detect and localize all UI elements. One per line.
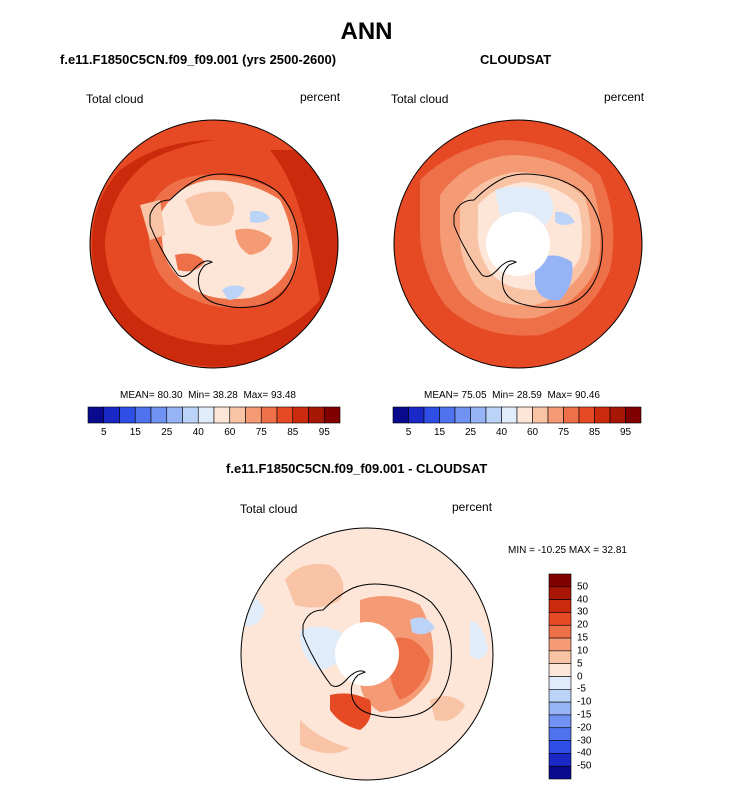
colorbar-tick-label: 25 xyxy=(161,427,173,438)
panel3-right-label: percent xyxy=(452,500,493,514)
antarctica-outline-3 xyxy=(302,583,452,718)
colorbar-tick-label: 85 xyxy=(287,427,299,438)
colorbar-tick-label: -30 xyxy=(577,735,592,747)
colorbar-tick-label: 50 xyxy=(577,581,589,593)
colorbar-swatch xyxy=(548,624,572,639)
colorbar-swatch xyxy=(548,573,572,588)
colorbar-swatch xyxy=(323,406,341,424)
colorbar-tick-label: 75 xyxy=(255,427,267,438)
colorbar-cloudsat-labels: 5 15 25 40 60 75 85 95 xyxy=(393,427,641,441)
colorbar-difference xyxy=(548,573,572,780)
panel3-left-label: Total cloud xyxy=(240,502,298,516)
colorbar-swatch xyxy=(548,689,572,703)
colorbar-tick-label: 0 xyxy=(577,671,583,682)
colorbar-tick-label: -10 xyxy=(577,696,592,708)
colorbar-tick-label: 85 xyxy=(588,427,601,438)
colorbar-swatch xyxy=(548,714,572,729)
colorbar-swatch xyxy=(548,663,572,677)
colorbar-swatch xyxy=(548,586,572,600)
colorbar-tick-label: -5 xyxy=(577,683,586,695)
main-title: ANN xyxy=(340,18,393,45)
colorbar-swatch xyxy=(548,765,572,780)
colorbar-swatch xyxy=(548,727,572,741)
antarctica-outline-2 xyxy=(453,173,603,308)
colorbar-swatch xyxy=(548,753,572,767)
colorbar-swatch xyxy=(548,650,572,664)
panel1-right-label: percent xyxy=(300,90,341,104)
colorbar-tick-label: -15 xyxy=(577,709,592,721)
panel1-left-label: Total cloud xyxy=(86,92,144,106)
colorbar-swatch xyxy=(625,406,642,424)
colorbar-cloudsat xyxy=(392,406,642,424)
colorbar-tick-label: 95 xyxy=(318,427,330,438)
colorbar-tick-label: 25 xyxy=(464,427,477,438)
colorbar-tick-label: 60 xyxy=(526,427,539,438)
colorbar-tick-label: 5 xyxy=(100,427,107,438)
colorbar-tick-label: 75 xyxy=(557,427,570,438)
colorbar-swatch xyxy=(548,637,572,652)
colorbar-swatch xyxy=(548,740,572,754)
colorbar-tick-label: 15 xyxy=(433,427,446,438)
colorbar-tick-label: 5 xyxy=(577,658,583,670)
antarctica-outline-1 xyxy=(149,173,299,308)
colorbar-tick-label: 15 xyxy=(129,427,141,438)
colorbar-tick-label: 20 xyxy=(577,619,589,631)
colorbar-tick-label: 40 xyxy=(495,427,508,438)
panel2-right-label: percent xyxy=(604,90,645,104)
colorbar-swatch xyxy=(548,701,572,716)
colorbar-tick-label: 5 xyxy=(405,427,412,438)
panel1-subtitle: f.e11.F1850C5CN.f09_f09.001 (yrs 2500-26… xyxy=(60,52,337,67)
panel1-stats: MEAN= 80.30 Min= 38.28 Max= 93.48 xyxy=(120,390,296,401)
colorbar-tick-label: 10 xyxy=(577,645,589,657)
colorbar-tick-label: 95 xyxy=(619,427,632,438)
panel2-subtitle: CLOUDSAT xyxy=(480,52,552,67)
colorbar-model xyxy=(87,406,341,424)
panel3-subtitle: f.e11.F1850C5CN.f09_f09.001 - CLOUDSAT xyxy=(226,461,488,476)
colorbar-tick-label: 60 xyxy=(224,427,236,438)
colorbar-tick-label: 30 xyxy=(577,606,589,618)
colorbar-swatch xyxy=(548,599,572,613)
panel2-stats: MEAN= 75.05 Min= 28.59 Max= 90.46 xyxy=(424,390,600,401)
colorbar-swatch xyxy=(548,676,572,690)
panel3-min-max: MIN = -10.25 MAX = 32.81 xyxy=(508,545,627,556)
colorbar-difference-labels: 50 40 30 20 15 10 5 0 -5 -10 -15 -20 -30 -40 -50 xyxy=(577,574,617,779)
colorbar-swatch xyxy=(548,612,572,626)
colorbar-model-labels: 5 15 25 40 60 75 85 95 xyxy=(88,427,340,441)
colorbar-tick-label: -20 xyxy=(577,722,592,734)
colorbar-tick-label: 15 xyxy=(577,632,589,644)
colorbar-tick-label: 40 xyxy=(192,427,204,438)
colorbar-tick-label: -40 xyxy=(577,747,592,759)
colorbar-tick-label: 40 xyxy=(577,594,589,606)
panel2-left-label: Total cloud xyxy=(391,92,449,106)
colorbar-tick-label: -50 xyxy=(577,760,592,772)
